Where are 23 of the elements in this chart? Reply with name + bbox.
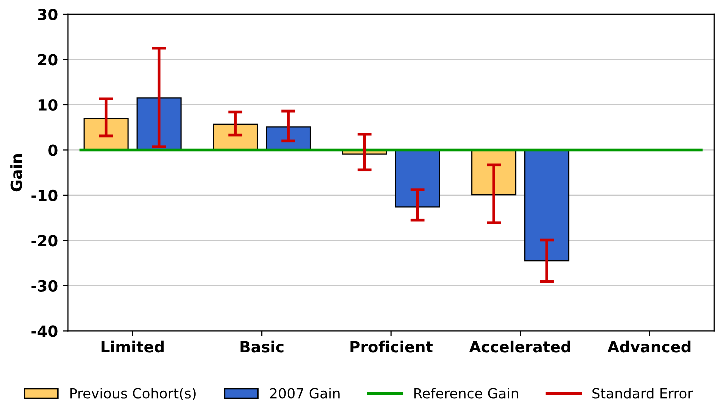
x-tick-label: Proficient <box>350 340 433 353</box>
y-tick-label: 10 <box>38 99 58 111</box>
legend-label: Reference Gain <box>414 388 518 399</box>
y-tick-label: -20 <box>32 235 58 247</box>
y-tick-label: 0 <box>48 144 58 156</box>
bar <box>213 124 258 151</box>
y-tick-label: 30 <box>38 8 58 21</box>
y-tick-label: -30 <box>32 280 58 292</box>
x-tick-label: Basic <box>240 340 284 353</box>
legend-label: 2007 Gain <box>270 388 340 399</box>
bar <box>472 150 517 196</box>
y-axis-title: Gain <box>10 154 22 192</box>
legend-label: Previous Cohort(s) <box>70 388 196 400</box>
x-tick-label: Limited <box>102 340 164 353</box>
bar <box>524 150 570 262</box>
bar <box>136 98 182 151</box>
x-tick-label: Accelerated <box>469 340 570 353</box>
bar <box>395 150 440 208</box>
y-tick-label: -40 <box>32 326 58 338</box>
text: Standard Error <box>592 388 694 399</box>
y-tick-label: 20 <box>38 54 58 66</box>
x-tick-label: Advanced <box>608 340 691 353</box>
y-tick-label: -10 <box>32 190 58 202</box>
